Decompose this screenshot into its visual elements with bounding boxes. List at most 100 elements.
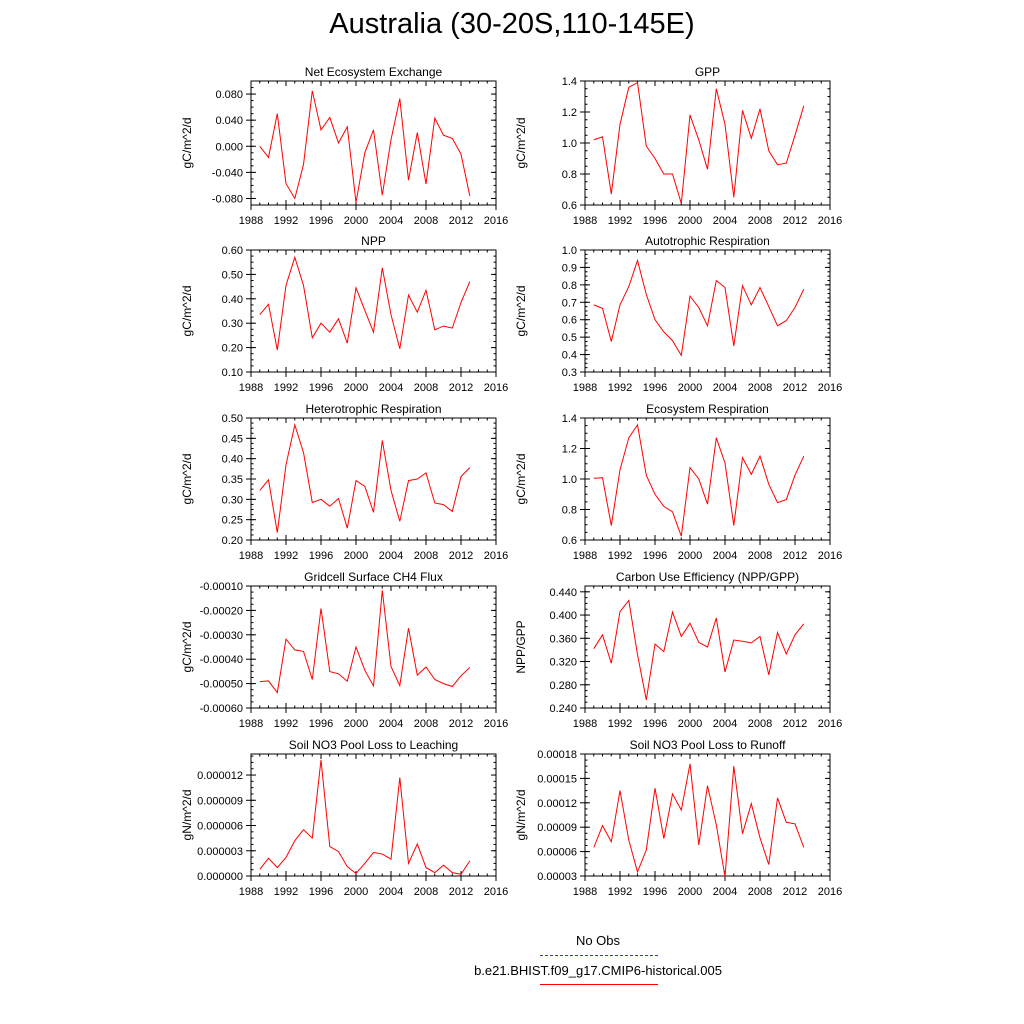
chart-1-xtick-label: 2004	[379, 215, 403, 227]
chart-6-xtick-label: 2012	[783, 550, 807, 562]
legend-label-no-obs: No Obs	[575, 933, 621, 948]
chart-9-ytick-label: 0.000003	[197, 846, 243, 858]
chart-2-xtick-label: 2008	[748, 215, 772, 227]
chart-1-ytick-label: 0.000	[215, 141, 243, 153]
chart-10-xtick-label: 1992	[608, 886, 632, 898]
chart-3-title: NPP	[361, 234, 386, 248]
chart-6-ytick-label: 0.8	[562, 505, 577, 517]
chart-5-ytick-label: 0.20	[222, 535, 243, 547]
chart-9-xtick-label: 1992	[274, 886, 298, 898]
chart-7-ylabel: gC/m^2/d	[180, 622, 194, 673]
chart-8-xtick-label: 1996	[643, 718, 667, 730]
chart-8-xtick-label: 1988	[573, 718, 597, 730]
chart-4-ytick-label: 1.0	[562, 245, 577, 257]
chart-6-ytick-label: 1.2	[562, 444, 577, 456]
chart-7-plot-frame	[250, 585, 497, 709]
chart-6-xtick-label: 2004	[713, 550, 737, 562]
chart-5-xtick-label: 2012	[449, 550, 473, 562]
chart-10-ytick-label: 0.00009	[537, 822, 577, 834]
chart-8-xtick-label: 2000	[678, 718, 702, 730]
chart-8-ylabel: NPP/GPP	[514, 620, 528, 673]
chart-8-ytick-label: 0.440	[549, 587, 577, 599]
chart-9-xtick-label: 2008	[414, 886, 438, 898]
chart-1-ytick-label: 0.080	[215, 89, 243, 101]
chart-9-xtick-label: 2004	[379, 886, 403, 898]
chart-6-title: Ecosystem Respiration	[646, 402, 769, 416]
chart-10-ylabel: gN/m^2/d	[514, 790, 528, 841]
chart-10-ytick-label: 0.00012	[537, 798, 577, 810]
chart-10-ytick-label: 0.00006	[537, 847, 577, 859]
chart-3-xtick-label: 1988	[239, 382, 263, 394]
chart-4-ytick-label: 0.6	[562, 315, 577, 327]
chart-7-xtick-label: 2008	[414, 718, 438, 730]
chart-5-title: Heterotrophic Respiration	[305, 402, 441, 416]
chart-1-xtick-label: 2016	[484, 215, 508, 227]
chart-9-ytick-label: 0.000012	[197, 770, 243, 782]
chart-7-ytick-label: -0.00020	[200, 605, 243, 617]
chart-8-xtick-label: 1992	[608, 718, 632, 730]
chart-5-plot-frame	[250, 417, 497, 541]
chart-10-xtick-label: 2012	[783, 886, 807, 898]
chart-5-ytick-label: 0.40	[222, 454, 243, 466]
chart-10-ytick-label: 0.00015	[537, 773, 577, 785]
chart-8-ytick-label: 0.400	[549, 610, 577, 622]
legend-label-model: b.e21.BHIST.f09_g17.CMIP6-historical.005	[474, 963, 722, 978]
chart-7-xtick-label: 1996	[309, 718, 333, 730]
chart-5-ytick-label: 0.45	[222, 433, 243, 445]
chart-9-xtick-label: 1988	[239, 886, 263, 898]
chart-7-xtick-label: 2016	[484, 718, 508, 730]
chart-4-xtick-label: 2016	[818, 382, 842, 394]
chart-2-ytick-label: 1.0	[562, 138, 577, 150]
chart-1-ytick-label: 0.040	[215, 115, 243, 127]
chart-5-xtick-label: 2000	[344, 550, 368, 562]
chart-8-series-line	[593, 599, 805, 700]
chart-3-xtick-label: 1992	[274, 382, 298, 394]
chart-2-xtick-label: 2016	[818, 215, 842, 227]
chart-1-xtick-label: 2012	[449, 215, 473, 227]
chart-3-plot-frame	[250, 249, 497, 373]
chart-10-xtick-label: 2004	[713, 886, 737, 898]
chart-2-ytick-label: 0.6	[562, 200, 577, 212]
chart-6-ytick-label: 1.4	[562, 413, 577, 425]
chart-5-ytick-label: 0.50	[222, 413, 243, 425]
chart-1-xtick-label: 2000	[344, 215, 368, 227]
figure-title: Australia (30-20S,110-145E)	[329, 8, 695, 40]
chart-2-xtick-label: 2012	[783, 215, 807, 227]
chart-3-xtick-label: 2016	[484, 382, 508, 394]
chart-2-plot-frame	[584, 80, 831, 206]
chart-8-xtick-label: 2012	[783, 718, 807, 730]
chart-1-title: Net Ecosystem Exchange	[305, 65, 443, 79]
chart-1-ylabel: gC/m^2/d	[180, 118, 194, 169]
chart-9-ytick-label: 0.000000	[197, 871, 243, 883]
chart-5-ytick-label: 0.30	[222, 494, 243, 506]
chart-4-xtick-label: 2012	[783, 382, 807, 394]
chart-3-ylabel: gC/m^2/d	[180, 286, 194, 337]
chart-4-xtick-label: 1992	[608, 382, 632, 394]
chart-9-plot-frame	[250, 753, 497, 877]
chart-6-ytick-label: 0.6	[562, 535, 577, 547]
chart-6-xtick-label: 2008	[748, 550, 772, 562]
chart-7-ytick-label: -0.00050	[200, 679, 243, 691]
chart-10-series-line	[593, 763, 805, 877]
chart-1-ytick-label: -0.040	[212, 167, 243, 179]
chart-9-title: Soil NO3 Pool Loss to Leaching	[289, 738, 458, 752]
chart-1-xtick-label: 1996	[309, 215, 333, 227]
chart-9-xtick-label: 2016	[484, 886, 508, 898]
chart-8-title: Carbon Use Efficiency (NPP/GPP)	[616, 570, 799, 584]
chart-5-xtick-label: 2008	[414, 550, 438, 562]
chart-2-series-line	[593, 81, 805, 204]
chart-3-series-line	[259, 255, 471, 351]
chart-7-ytick-label: -0.00010	[200, 581, 243, 593]
chart-7-xtick-label: 1992	[274, 718, 298, 730]
chart-9-xtick-label: 1996	[309, 886, 333, 898]
chart-3-xtick-label: 2000	[344, 382, 368, 394]
chart-4-ytick-label: 0.5	[562, 332, 577, 344]
chart-4-ytick-label: 0.4	[562, 350, 577, 362]
chart-3-ytick-label: 0.20	[222, 343, 243, 355]
chart-3-ytick-label: 0.60	[222, 245, 243, 257]
chart-10-plot-frame	[584, 753, 831, 877]
chart-10-ytick-label: 0.00003	[537, 871, 577, 883]
chart-2-ytick-label: 0.8	[562, 169, 577, 181]
chart-4-ytick-label: 0.3	[562, 367, 577, 379]
chart-2-xtick-label: 2004	[713, 215, 737, 227]
